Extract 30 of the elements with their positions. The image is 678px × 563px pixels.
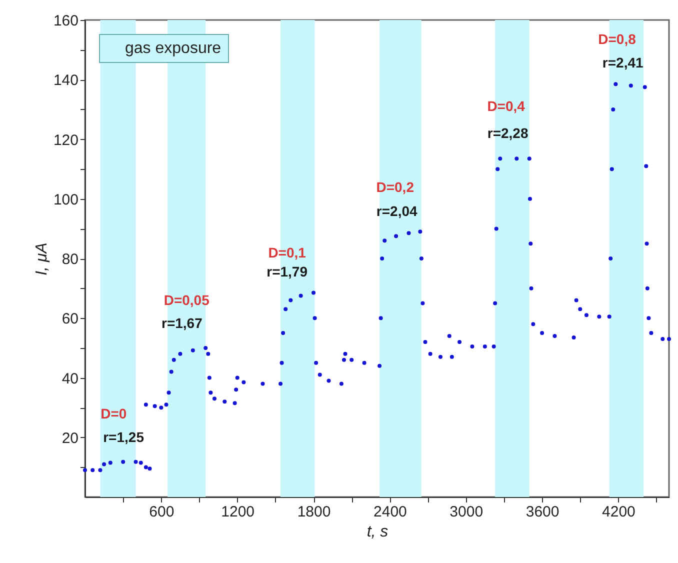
annotation: D=0 [100, 405, 127, 422]
y-tick-label: 80 [62, 251, 78, 268]
annotation: D=0,05 [164, 292, 210, 308]
annotation: r=2,04 [376, 202, 418, 219]
y-tick-label: 60 [62, 310, 78, 328]
y-tick-label: 140 [53, 72, 78, 90]
x-tick-label: 1200 [221, 504, 255, 520]
annotation: D=0,2 [376, 178, 414, 195]
y-tick-label: 40 [62, 370, 78, 388]
annotation: D=0,4 [487, 98, 526, 114]
x-tick-label: 1800 [297, 504, 331, 520]
annotation: r=2,28 [487, 125, 528, 142]
x-tick-label: 3600 [526, 504, 560, 520]
x-tick-label: 2400 [374, 504, 407, 520]
x-axis-title: t, s [366, 524, 388, 540]
band-label: gas exposure [125, 40, 222, 57]
y-tick-label: 20 [62, 430, 78, 447]
y-tick-label: 160 [53, 12, 78, 30]
annotation: r=2,41 [602, 54, 644, 70]
y-tick-label: 120 [53, 132, 78, 149]
y-tick-label: 100 [53, 191, 78, 208]
annotation: r=1,79 [266, 263, 308, 280]
y-axis-title: I, μA [33, 242, 50, 276]
annotation: r=1,25 [103, 428, 144, 445]
x-tick-label: 600 [149, 504, 174, 520]
x-tick-label: 3000 [450, 504, 484, 520]
annotation: r=1,67 [162, 314, 203, 331]
annotation: D=0,8 [598, 31, 636, 48]
annotation: D=0,1 [268, 244, 306, 261]
x-tick-label: 4200 [602, 504, 636, 520]
